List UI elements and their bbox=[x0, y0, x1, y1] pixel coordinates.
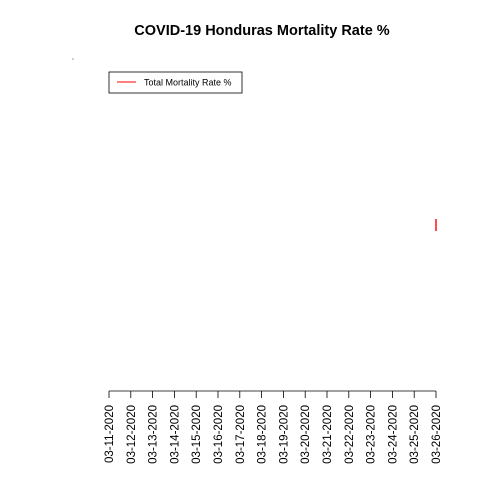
x-tick-label: 03-26-2020 bbox=[431, 405, 443, 464]
x-tick-label: 03-13-2020 bbox=[148, 405, 160, 464]
x-tick-label: 03-12-2020 bbox=[126, 405, 138, 464]
legend-box bbox=[108, 71, 243, 94]
x-tick-label: 03-21-2020 bbox=[322, 405, 334, 464]
x-tick-label: 03-14-2020 bbox=[169, 405, 181, 464]
x-tick-label: 03-23-2020 bbox=[366, 405, 378, 464]
x-axis: 03-11-2020 03-12-2020 03-13-2020 03-14-2020… bbox=[104, 390, 443, 464]
chart-title: COVID-19 Honduras Mortality Rate % bbox=[134, 23, 390, 39]
x-tick-label: 03-18-2020 bbox=[257, 405, 269, 464]
legend-entry-label: Total Mortality Rate % bbox=[144, 78, 232, 88]
x-tick-label: 03-22-2020 bbox=[344, 405, 356, 464]
x-tick-label: 03-16-2020 bbox=[213, 405, 225, 464]
x-tick-label: 03-15-2020 bbox=[191, 405, 203, 464]
legend: Total Mortality Rate % bbox=[108, 71, 243, 94]
x-tick-label: 03-20-2020 bbox=[300, 405, 312, 464]
x-tick-label: 03-24-2020 bbox=[387, 405, 399, 464]
x-tick-label: 03-11-2020 bbox=[104, 405, 116, 463]
x-tick-label: 03-17-2020 bbox=[235, 405, 247, 464]
stray-dot bbox=[72, 58, 74, 60]
x-tick-label: 03-25-2020 bbox=[409, 405, 421, 464]
x-tick-label: 03-19-2020 bbox=[278, 405, 290, 464]
